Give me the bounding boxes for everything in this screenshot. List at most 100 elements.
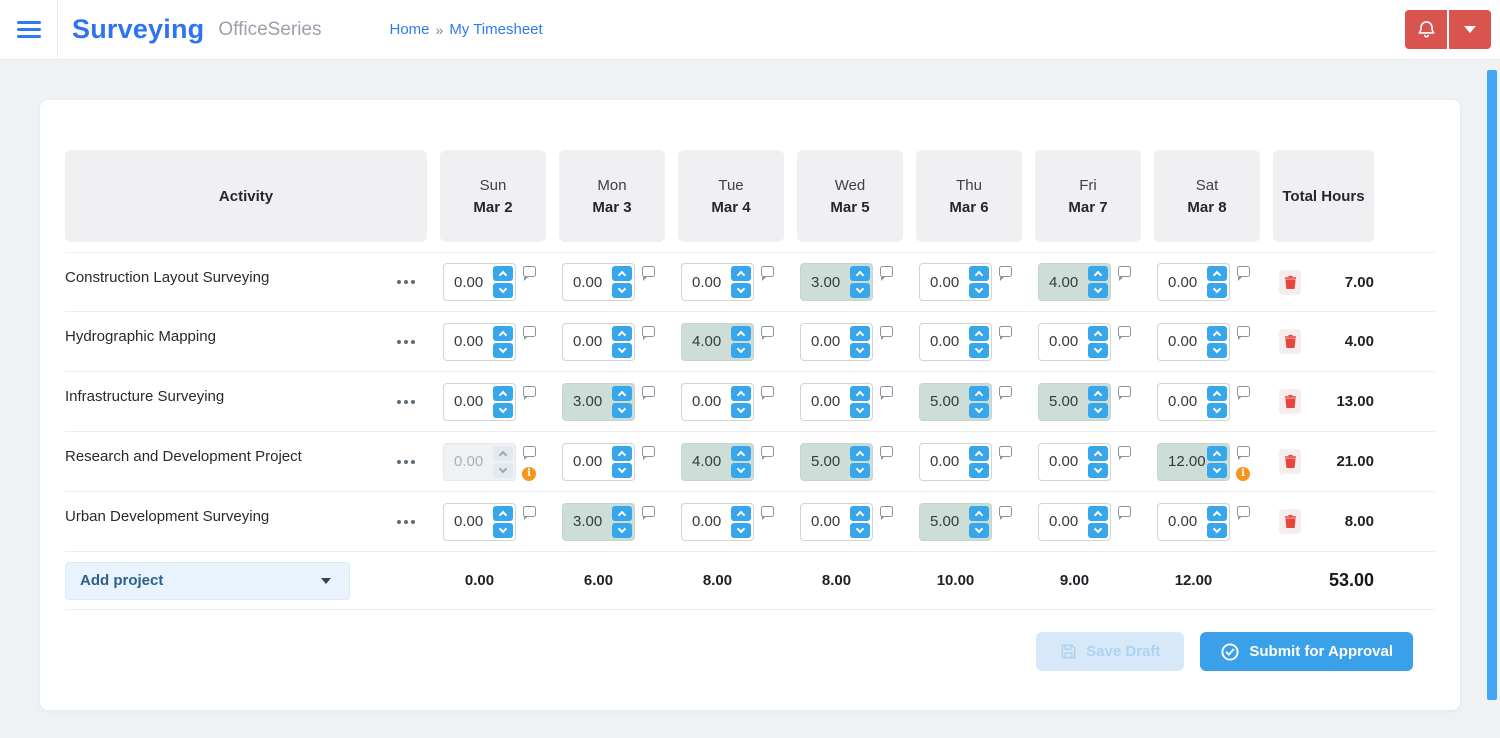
comment-icon[interactable] xyxy=(522,385,536,400)
increment-button[interactable] xyxy=(612,385,632,401)
hours-input[interactable]: 0.00 xyxy=(800,502,873,541)
hours-input[interactable]: 0.00 xyxy=(1038,322,1111,361)
hours-input[interactable]: 5.00 xyxy=(800,442,873,481)
comment-icon[interactable] xyxy=(760,445,774,460)
row-options-button[interactable] xyxy=(395,394,417,410)
decrement-button[interactable] xyxy=(1207,283,1227,298)
increment-button[interactable] xyxy=(850,385,870,401)
increment-button[interactable] xyxy=(612,325,632,341)
delete-row-button[interactable] xyxy=(1279,329,1301,354)
hours-input[interactable]: 5.00 xyxy=(919,382,992,421)
decrement-button[interactable] xyxy=(850,522,870,538)
hours-input[interactable]: 0.00 xyxy=(1157,502,1230,541)
decrement-button[interactable] xyxy=(1088,462,1108,478)
notifications-button[interactable] xyxy=(1405,10,1447,49)
hours-input[interactable]: 0.00 xyxy=(443,263,516,301)
decrement-button[interactable] xyxy=(969,462,989,478)
comment-icon[interactable] xyxy=(522,445,536,460)
delete-row-button[interactable] xyxy=(1279,389,1301,414)
increment-button[interactable] xyxy=(1088,445,1108,461)
decrement-button[interactable] xyxy=(850,402,870,418)
increment-button[interactable] xyxy=(612,505,632,521)
submit-for-approval-button[interactable]: Submit for Approval xyxy=(1200,632,1413,671)
decrement-button[interactable] xyxy=(1088,522,1108,538)
comment-icon[interactable] xyxy=(522,505,536,520)
decrement-button[interactable] xyxy=(493,522,513,538)
comment-icon[interactable] xyxy=(998,445,1012,460)
comment-icon[interactable] xyxy=(998,266,1012,281)
decrement-button[interactable] xyxy=(1088,402,1108,418)
increment-button[interactable] xyxy=(1207,266,1227,281)
hours-input[interactable]: 0.00 xyxy=(1038,502,1111,541)
increment-button[interactable] xyxy=(731,445,751,461)
menu-button[interactable] xyxy=(0,0,58,60)
increment-button[interactable] xyxy=(850,266,870,281)
hours-input[interactable]: 0.00 xyxy=(562,263,635,301)
decrement-button[interactable] xyxy=(1207,402,1227,418)
increment-button[interactable] xyxy=(493,325,513,341)
decrement-button[interactable] xyxy=(612,522,632,538)
comment-icon[interactable] xyxy=(1117,266,1131,281)
comment-icon[interactable] xyxy=(641,325,655,340)
comment-icon[interactable] xyxy=(641,266,655,281)
increment-button[interactable] xyxy=(731,325,751,341)
decrement-button[interactable] xyxy=(731,522,751,538)
comment-icon[interactable] xyxy=(1117,505,1131,520)
decrement-button[interactable] xyxy=(1088,342,1108,358)
decrement-button[interactable] xyxy=(850,283,870,298)
decrement-button[interactable] xyxy=(612,462,632,478)
decrement-button[interactable] xyxy=(969,283,989,298)
hours-input[interactable]: 0.00 xyxy=(443,382,516,421)
increment-button[interactable] xyxy=(493,266,513,281)
vertical-scrollbar[interactable] xyxy=(1487,70,1497,700)
delete-row-button[interactable] xyxy=(1279,509,1301,534)
increment-button[interactable] xyxy=(493,385,513,401)
increment-button[interactable] xyxy=(969,445,989,461)
increment-button[interactable] xyxy=(969,505,989,521)
increment-button[interactable] xyxy=(493,505,513,521)
row-options-button[interactable] xyxy=(395,274,417,290)
account-menu-button[interactable] xyxy=(1449,10,1491,49)
comment-icon[interactable] xyxy=(998,505,1012,520)
hours-input[interactable]: 0.00 xyxy=(681,382,754,421)
hours-input[interactable]: 0.00 xyxy=(1157,322,1230,361)
increment-button[interactable] xyxy=(1207,445,1227,461)
decrement-button[interactable] xyxy=(731,342,751,358)
decrement-button[interactable] xyxy=(850,342,870,358)
comment-icon[interactable] xyxy=(760,385,774,400)
hours-input[interactable]: 3.00 xyxy=(800,263,873,301)
comment-icon[interactable] xyxy=(522,325,536,340)
increment-button[interactable] xyxy=(612,445,632,461)
hours-input[interactable]: 0.00 xyxy=(681,263,754,301)
increment-button[interactable] xyxy=(1207,505,1227,521)
comment-icon[interactable] xyxy=(879,385,893,400)
comment-icon[interactable] xyxy=(641,385,655,400)
decrement-button[interactable] xyxy=(850,462,870,478)
increment-button[interactable] xyxy=(850,445,870,461)
comment-icon[interactable] xyxy=(879,266,893,281)
increment-button[interactable] xyxy=(731,505,751,521)
delete-row-button[interactable] xyxy=(1279,269,1301,295)
comment-icon[interactable] xyxy=(760,325,774,340)
decrement-button[interactable] xyxy=(612,283,632,298)
hours-input[interactable]: 0.00 xyxy=(681,502,754,541)
comment-icon[interactable] xyxy=(1236,505,1250,520)
comment-icon[interactable] xyxy=(641,445,655,460)
comment-icon[interactable] xyxy=(641,505,655,520)
comment-icon[interactable] xyxy=(1236,266,1250,281)
decrement-button[interactable] xyxy=(969,342,989,358)
row-options-button[interactable] xyxy=(395,334,417,350)
hours-input[interactable]: 4.00 xyxy=(1038,263,1111,301)
increment-button[interactable] xyxy=(969,385,989,401)
hours-input[interactable]: 0.00 xyxy=(919,263,992,301)
row-options-button[interactable] xyxy=(395,454,417,470)
increment-button[interactable] xyxy=(850,325,870,341)
decrement-button[interactable] xyxy=(612,342,632,358)
delete-row-button[interactable] xyxy=(1279,449,1301,474)
decrement-button[interactable] xyxy=(731,283,751,298)
decrement-button[interactable] xyxy=(969,402,989,418)
increment-button[interactable] xyxy=(731,266,751,281)
comment-icon[interactable] xyxy=(760,266,774,281)
increment-button[interactable] xyxy=(1207,385,1227,401)
hours-input[interactable]: 0.00 xyxy=(562,322,635,361)
